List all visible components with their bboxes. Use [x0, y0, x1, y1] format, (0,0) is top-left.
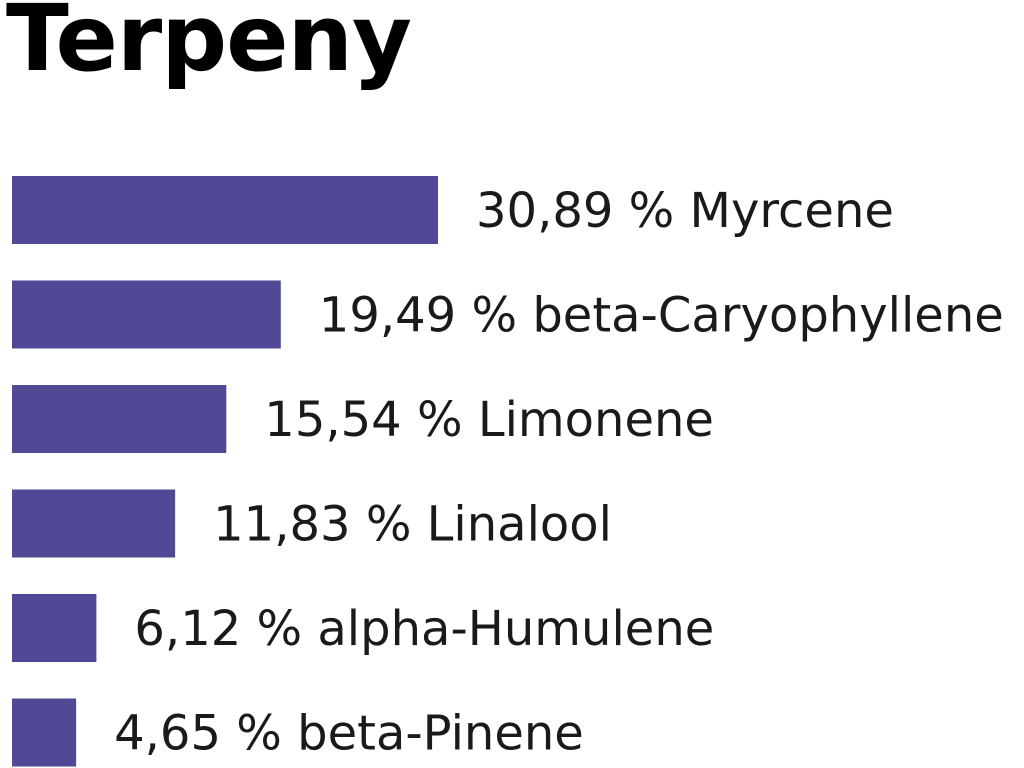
bar-beta-caryophyllene	[12, 280, 281, 349]
bar-label-limonene: 15,54 % Limonene	[264, 392, 714, 448]
bar-label-beta-pinene: 4,65 % beta-Pinene	[114, 706, 584, 762]
bar-label-linalool: 11,83 % Linalool	[213, 497, 612, 553]
chart-title: Terpeny	[6, 0, 412, 92]
bar-label-alpha-humulene: 6,12 % alpha-Humulene	[134, 601, 714, 657]
bar-beta-pinene	[12, 698, 77, 767]
bar-limonene	[12, 385, 227, 453]
bar-myrcene	[12, 176, 438, 244]
bar-label-beta-caryophyllene: 19,49 % beta-Caryophyllene	[319, 288, 1004, 344]
bar-label-myrcene: 30,89 % Myrcene	[476, 183, 894, 239]
bar-alpha-humulene	[12, 594, 97, 662]
labels-group: 30,89 % Myrcene 19,49 % beta-Caryophyllen…	[114, 183, 1004, 762]
bar-linalool	[12, 489, 176, 558]
bars-group	[12, 176, 438, 767]
